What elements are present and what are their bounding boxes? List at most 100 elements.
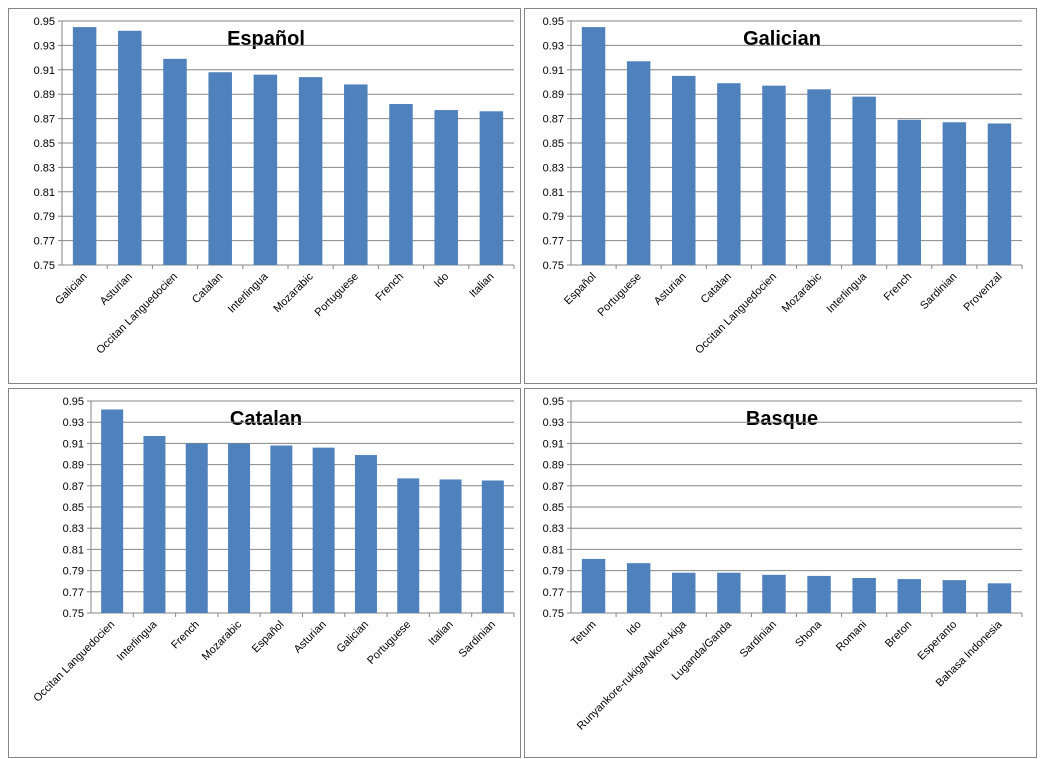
y-tick-label: 0.89: [34, 89, 55, 101]
bar[interactable]: [101, 409, 124, 613]
bar[interactable]: [897, 579, 921, 613]
y-tick-label: 0.77: [543, 587, 564, 599]
y-tick-label: 0.79: [543, 566, 564, 578]
y-tick-label: 0.81: [543, 544, 564, 556]
bar[interactable]: [253, 74, 278, 266]
bar[interactable]: [717, 83, 741, 265]
bar[interactable]: [852, 578, 876, 613]
chart-catalan[interactable]: Catalan 0.75 0.77 0.79 0.81 0.83 0.85 0.87 0.89…: [8, 388, 521, 758]
y-tick-label: 0.89: [543, 89, 564, 101]
x-tick-label: Catalan: [190, 271, 225, 306]
bar[interactable]: [185, 443, 208, 613]
bar[interactable]: [344, 84, 368, 265]
bar[interactable]: [439, 479, 462, 613]
bar[interactable]: [807, 575, 831, 613]
y-tick-label: 0.81: [63, 544, 84, 556]
bar[interactable]: [942, 122, 967, 265]
bar[interactable]: [581, 558, 606, 613]
chart-title: Galician: [743, 28, 821, 50]
bar[interactable]: [228, 443, 251, 613]
chart-canvas: Español 0.75 0.77 0.79 0.81 0.83 0.85 0.87 0.89…: [34, 16, 515, 357]
y-tick-label: 0.85: [543, 138, 564, 150]
chart-galician[interactable]: Galician 0.75 0.77 0.79 0.81 0.83 0.85 0.87 0.8…: [524, 8, 1037, 384]
chart-canvas: Catalan 0.75 0.77 0.79 0.81 0.83 0.85 0.87 0.89…: [31, 396, 515, 705]
bar[interactable]: [762, 574, 786, 613]
y-tick-label: 0.75: [34, 260, 55, 272]
y-tick-label: 0.93: [63, 417, 84, 429]
x-tick-label: Español: [250, 619, 287, 656]
bar[interactable]: [479, 111, 504, 265]
x-tick-label: French: [169, 619, 202, 652]
bar[interactable]: [672, 75, 696, 266]
x-tick-label: Portuguese: [596, 271, 644, 319]
x-tick-label: Mozarabic: [271, 270, 316, 315]
bar[interactable]: [118, 30, 142, 266]
x-tick-label: Sardinian: [457, 619, 498, 660]
bar[interactable]: [72, 27, 97, 265]
x-tick-label: Asturian: [652, 271, 689, 308]
y-tick-label: 0.83: [34, 162, 55, 174]
y-tick-label: 0.91: [34, 65, 55, 77]
y-tick-label: 0.87: [543, 114, 564, 126]
y-tick-label: 0.77: [34, 236, 55, 248]
x-tick-label: Portuguese: [365, 619, 413, 667]
x-tick-label: Galician: [53, 271, 90, 308]
x-tick-label: French: [373, 271, 406, 304]
bar[interactable]: [762, 85, 786, 265]
y-tick-label: 0.79: [34, 211, 55, 223]
bar[interactable]: [852, 96, 876, 265]
y-tick-label: 0.95: [543, 396, 564, 408]
y-tick-label: 0.75: [543, 608, 564, 620]
y-tick-label: 0.77: [63, 587, 84, 599]
bar[interactable]: [163, 58, 187, 265]
y-tick-label: 0.75: [63, 608, 84, 620]
bar[interactable]: [270, 445, 293, 613]
bar[interactable]: [717, 572, 741, 613]
y-tick-label: 0.77: [543, 236, 564, 248]
y-tick-label: 0.91: [543, 438, 564, 450]
bar[interactable]: [143, 435, 166, 613]
x-tick-label: Mozarabic: [200, 618, 245, 663]
y-tick-label: 0.79: [543, 211, 564, 223]
bar[interactable]: [298, 77, 323, 266]
bar[interactable]: [987, 583, 1012, 613]
bar[interactable]: [987, 123, 1012, 265]
y-tick-label: 0.91: [63, 438, 84, 450]
y-tick-label: 0.83: [543, 523, 564, 535]
bar[interactable]: [481, 480, 504, 614]
bar[interactable]: [354, 455, 377, 613]
bar[interactable]: [389, 103, 413, 266]
x-tick-label: French: [882, 271, 915, 304]
bar[interactable]: [434, 110, 458, 265]
y-tick-label: 0.93: [543, 40, 564, 52]
y-tick-label: 0.81: [543, 187, 564, 199]
chart-canvas: Basque 0.75 0.77 0.79 0.81 0.83 0.85 0.87 0.89 0…: [543, 396, 1023, 733]
bar[interactable]: [942, 580, 967, 613]
chart-espanol[interactable]: Español 0.75 0.77 0.79 0.81 0.83 0.85 0.87 0.89…: [8, 8, 521, 384]
chart-title: Español: [227, 28, 305, 50]
x-tick-label: Asturian: [98, 271, 135, 308]
bar[interactable]: [397, 478, 420, 613]
bar[interactable]: [897, 119, 921, 265]
bar[interactable]: [312, 447, 335, 613]
bar[interactable]: [581, 27, 606, 265]
x-tick-label: Interlingua: [824, 270, 869, 315]
y-tick-label: 0.91: [543, 65, 564, 77]
bar[interactable]: [626, 61, 651, 266]
x-tick-label: Esperanto: [916, 619, 960, 663]
y-tick-label: 0.83: [543, 162, 564, 174]
bar[interactable]: [807, 89, 831, 265]
x-tick-label: Provenzal: [961, 271, 1004, 314]
bar[interactable]: [208, 72, 232, 265]
y-tick-label: 0.87: [34, 114, 55, 126]
chart-basque[interactable]: Basque 0.75 0.77 0.79 0.81 0.83 0.85 0.87 0.89 0…: [524, 388, 1037, 758]
y-tick-label: 0.93: [543, 417, 564, 429]
bar[interactable]: [672, 572, 696, 613]
x-tick-label: Occitan Languedocien: [693, 271, 779, 357]
x-tick-label: Asturian: [292, 619, 329, 656]
chart-title: Basque: [746, 408, 818, 430]
y-tick-label: 0.85: [543, 502, 564, 514]
bar[interactable]: [626, 563, 651, 613]
y-tick-label: 0.79: [63, 566, 84, 578]
